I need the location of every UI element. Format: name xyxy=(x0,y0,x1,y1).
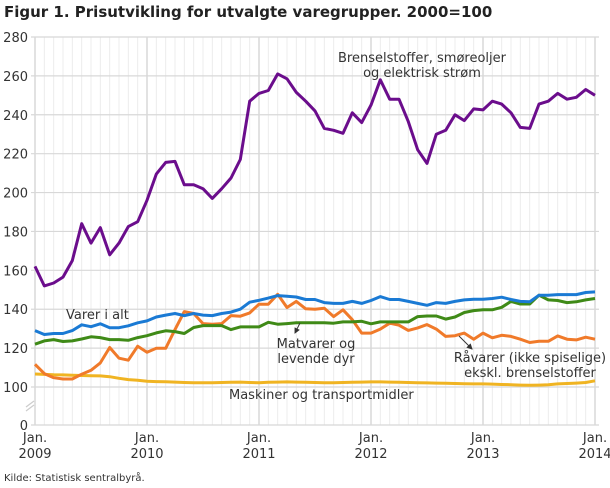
x-tick-label: 2013 xyxy=(466,447,499,462)
y-tick-label: 260 xyxy=(3,70,28,85)
y-tick-label: 0 xyxy=(20,419,28,434)
series-label: Varer i alt xyxy=(66,308,129,323)
series-line-0 xyxy=(33,72,596,288)
axis-break-mark xyxy=(25,404,35,412)
series-label: ekskl. brenselstoffer xyxy=(464,366,596,381)
y-tick-label: 200 xyxy=(3,187,28,202)
x-tick-label: 2011 xyxy=(242,447,275,462)
y-tick-label: 120 xyxy=(3,342,28,357)
series-label: Råvarer (ikke spiselige) xyxy=(454,351,606,366)
series-label: og elektrisk strøm xyxy=(363,66,481,81)
series-label: Matvarer og xyxy=(277,337,356,352)
x-tick-label: Jan. xyxy=(246,431,271,446)
matvarer-arrow xyxy=(294,322,301,334)
x-tick-label: Jan. xyxy=(582,431,607,446)
x-tick-label: Jan. xyxy=(134,431,159,446)
series-label: levende dyr xyxy=(277,352,355,367)
x-tick-label: 2012 xyxy=(354,447,387,462)
source-note: Kilde: Statistisk sentralbyrå. xyxy=(4,473,145,484)
y-tick-label: 180 xyxy=(3,225,28,240)
y-tick-label: 280 xyxy=(3,31,28,46)
axis-break-mark xyxy=(25,400,35,408)
series-label: Maskiner og transportmidler xyxy=(229,388,414,403)
x-tick-label: 2010 xyxy=(130,447,163,462)
y-tick-label: 240 xyxy=(3,109,28,124)
x-tick-label: Jan. xyxy=(22,431,47,446)
y-tick-label: 140 xyxy=(3,303,28,318)
y-tick-label: 220 xyxy=(3,148,28,163)
y-tick-label: 160 xyxy=(3,264,28,279)
y-tick-label: 100 xyxy=(3,381,28,396)
chart-title: Figur 1. Prisutvikling for utvalgte vare… xyxy=(4,3,493,21)
series-line-4 xyxy=(34,372,596,387)
x-tick-label: Jan. xyxy=(358,431,383,446)
series-line-1 xyxy=(34,290,596,336)
x-tick-label: 2009 xyxy=(18,447,51,462)
x-tick-label: Jan. xyxy=(470,431,495,446)
series-line-3 xyxy=(33,292,596,381)
x-tick-label: 2014 xyxy=(578,447,610,462)
series-label: Brenselstoffer, smøreoljer xyxy=(338,51,507,66)
series-line-2 xyxy=(34,293,596,346)
ravarer-arrow xyxy=(458,335,473,350)
